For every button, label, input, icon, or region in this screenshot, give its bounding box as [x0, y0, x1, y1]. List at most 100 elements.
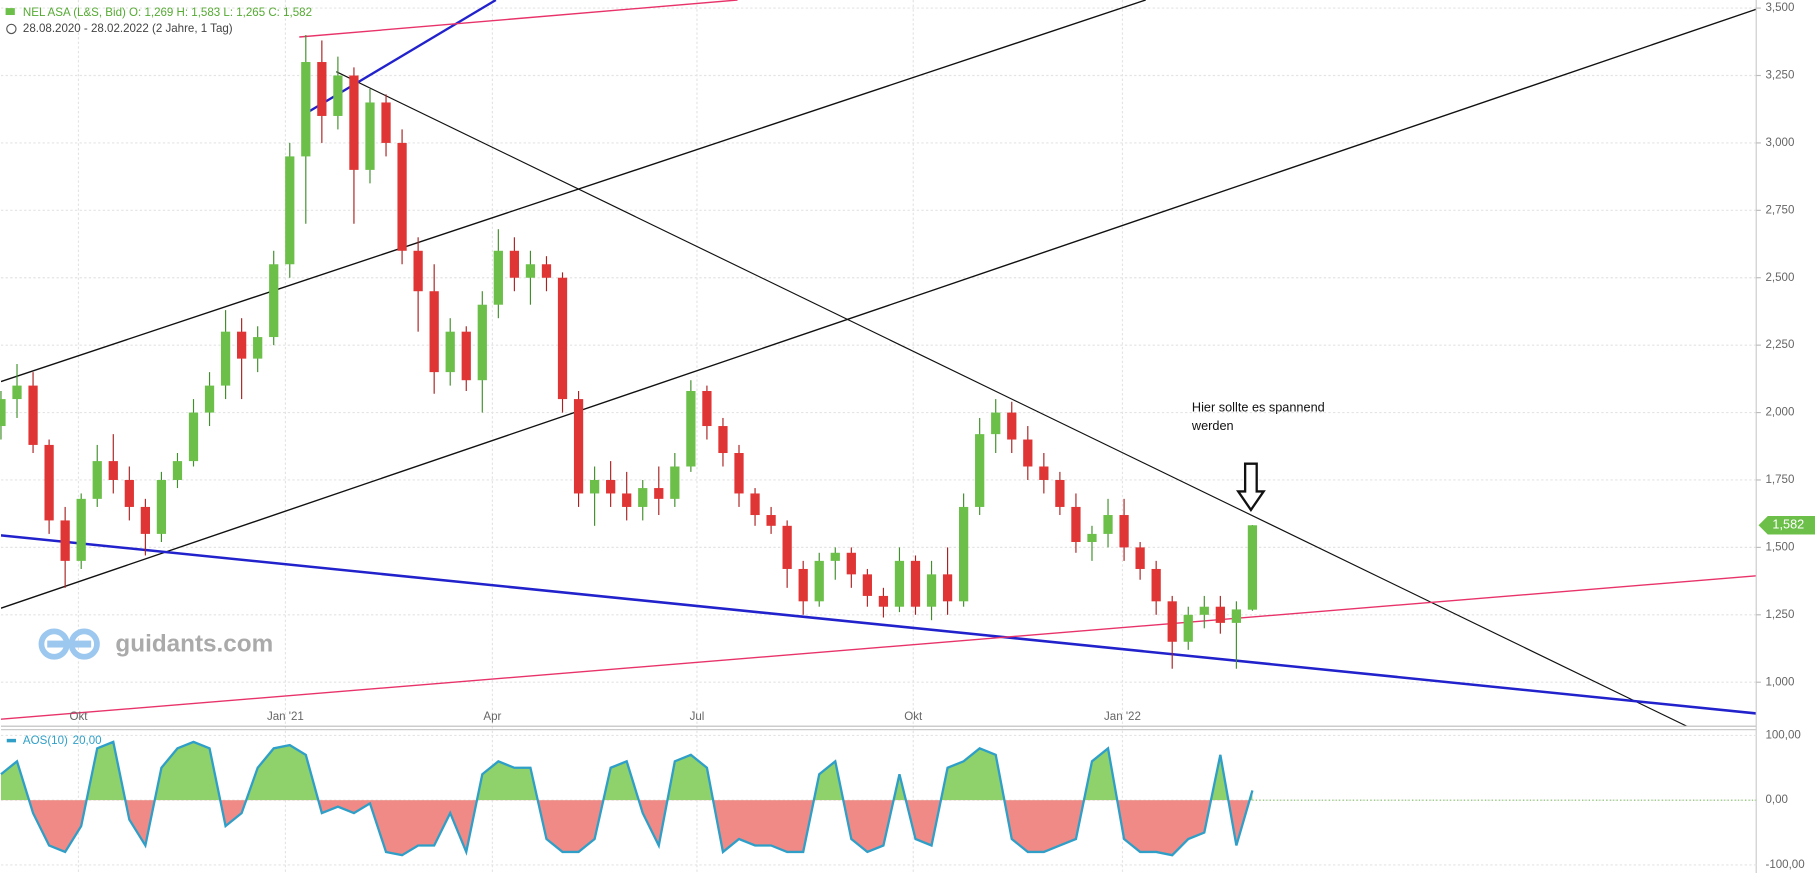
indicator: [0, 734, 1757, 866]
candle-body: [397, 142, 407, 251]
indicator-line: [0, 740, 1254, 857]
candle-body: [365, 102, 375, 170]
candle-body: [253, 337, 263, 359]
y-tick-label: 1,000: [1765, 676, 1794, 688]
instrument-header: NEL ASA (L&S, Bid) O: 1,269 H: 1,583 L: …: [23, 7, 312, 19]
candle-body: [1007, 412, 1017, 440]
candle-body: [509, 250, 520, 278]
candle-body: [782, 525, 792, 569]
candle-body: [830, 552, 840, 561]
y-tick-label: 3,500: [1765, 2, 1794, 14]
candle-body: [333, 75, 343, 116]
candle-body: [12, 385, 22, 400]
candle-body: [750, 493, 760, 516]
candle-body: [1199, 606, 1209, 615]
trend-line: [0, 575, 1757, 720]
last-price-label: 1,582: [1772, 517, 1804, 532]
candle-body: [1119, 515, 1129, 548]
candle-body: [670, 466, 680, 499]
candle-body: [1135, 547, 1145, 569]
candle-body: [76, 498, 86, 561]
logo: [38, 628, 100, 660]
indicator-name: AOS(10): [23, 735, 68, 747]
candle-body: [156, 479, 167, 534]
candle-body: [445, 331, 455, 373]
x-tick-label: Apr: [483, 711, 501, 723]
candles: [0, 35, 1258, 669]
candle-body: [573, 399, 584, 494]
candle-body: [686, 390, 696, 467]
candle-body: [798, 568, 808, 602]
candle-body: [1071, 506, 1081, 542]
candle-body: [991, 412, 1001, 435]
candle-body: [1151, 568, 1161, 602]
y-tick-label: -100,00: [1765, 859, 1804, 871]
candle-body: [622, 493, 632, 507]
candle-body: [0, 399, 6, 427]
y-tick-label: 3,250: [1765, 70, 1794, 82]
candle-body: [942, 574, 953, 602]
y-tick-label: 2,500: [1765, 272, 1794, 284]
candle-body: [92, 461, 102, 499]
candle-body: [1247, 525, 1258, 610]
annotation: werden: [1191, 418, 1234, 433]
candle-body: [734, 453, 744, 494]
candle-body: [1055, 479, 1065, 507]
candle-body: [285, 156, 295, 265]
x-tick-label: Jul: [690, 711, 705, 723]
y-tick-label: 1,500: [1765, 541, 1794, 553]
candle-body: [702, 390, 712, 427]
candle-body: [381, 102, 391, 143]
y-tick-label: 2,000: [1765, 407, 1794, 419]
x-tick-label: Jan '22: [1104, 711, 1141, 723]
candle-body: [862, 574, 872, 596]
y-tick-label: 1,250: [1765, 609, 1794, 621]
candle-body: [878, 595, 889, 607]
trend-line: [0, 0, 1146, 383]
support-line: [0, 534, 1757, 715]
candle-body: [220, 331, 231, 386]
candle-body: [413, 250, 423, 292]
candle-body: [108, 461, 118, 480]
candle-body: [766, 515, 776, 526]
candle-body: [975, 434, 985, 507]
candle-body: [204, 385, 215, 413]
clock-icon: [6, 23, 17, 35]
trend-line: [299, 0, 738, 38]
candle-body: [493, 250, 503, 305]
candle-body: [317, 62, 327, 116]
grid: [0, 0, 1757, 873]
indicator-parameter: 20,00: [73, 735, 102, 747]
candle-body: [959, 506, 969, 602]
candle-body: [1023, 439, 1033, 467]
candle-body: [429, 291, 439, 373]
candle-body: [1215, 606, 1225, 623]
trend-line: [336, 71, 1689, 727]
y-tick-label: 2,750: [1765, 204, 1794, 216]
candle-body: [541, 264, 552, 278]
date-range: 28.08.2020 - 28.02.2022 (2 Jahre, 1 Tag): [23, 23, 233, 35]
candle-body: [557, 277, 568, 400]
annotation: Hier sollte es spannend: [1192, 400, 1325, 415]
candle-body: [124, 479, 134, 507]
y-tick-label: 2,250: [1765, 339, 1794, 351]
legend-swatch: [6, 738, 16, 743]
candle-body: [60, 520, 70, 561]
x-tick-label: Jan '21: [267, 711, 304, 723]
x-tick-label: Okt: [904, 711, 923, 723]
candle-body: [638, 488, 648, 507]
negative-area: [0, 800, 1253, 856]
candle-body: [301, 62, 311, 157]
candle-body: [589, 479, 600, 494]
candle-body: [28, 385, 38, 445]
x-tick-label: Okt: [69, 711, 88, 723]
arrow: [1236, 462, 1266, 512]
candle-body: [894, 560, 905, 607]
candle-body: [606, 479, 616, 494]
last-price-marker: [1758, 516, 1815, 535]
candle-body: [1231, 609, 1242, 623]
icon: [5, 8, 15, 16]
y-tick-label: 1,750: [1765, 474, 1794, 486]
candle-body: [654, 488, 664, 499]
